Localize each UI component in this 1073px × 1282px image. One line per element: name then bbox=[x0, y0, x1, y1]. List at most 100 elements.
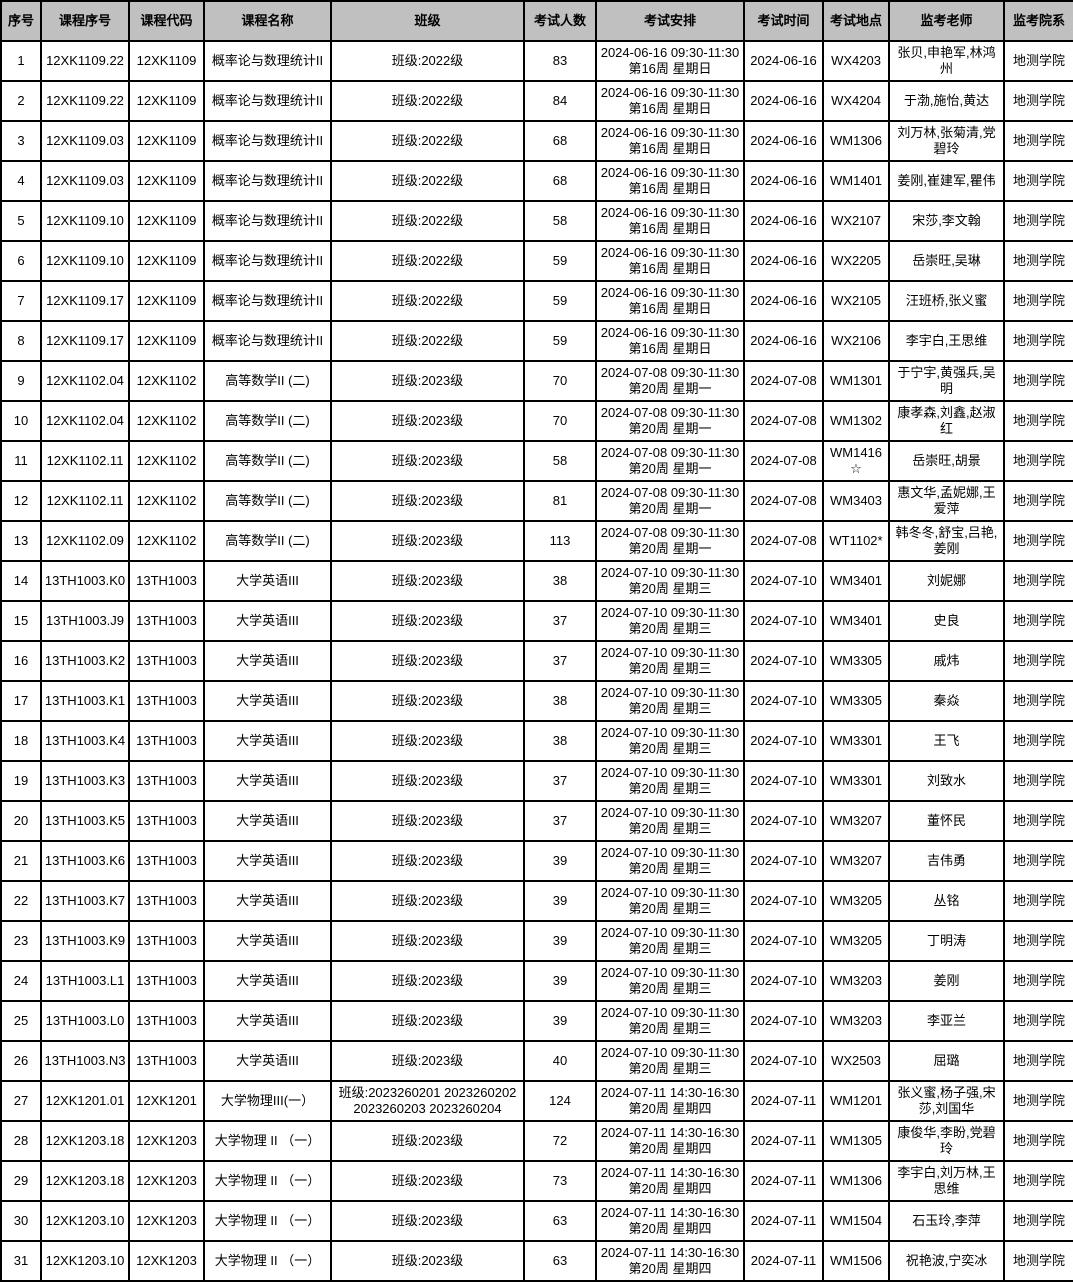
cell-seq: 17 bbox=[0, 680, 42, 722]
cell-exam-schedule: 2024-06-16 09:30-11:30 第16周 星期日 bbox=[595, 200, 745, 242]
column-header-exam-location: 考试地点 bbox=[822, 0, 890, 42]
cell-class-name: 班级:2023级 bbox=[330, 440, 525, 482]
cell-exam-location: WM1506 bbox=[822, 1240, 890, 1282]
cell-exam-location: WX2107 bbox=[822, 200, 890, 242]
cell-exam-schedule: 2024-07-10 09:30-11:30 第20周 星期三 bbox=[595, 880, 745, 922]
table-row: 2 12XK1109.22 12XK1109 概率论与数理统计II 班级:2022级 84… bbox=[0, 80, 1073, 122]
cell-exam-schedule: 2024-07-11 14:30-16:30 第20周 星期四 bbox=[595, 1080, 745, 1122]
cell-exam-schedule: 2024-07-08 09:30-11:30 第20周 星期一 bbox=[595, 440, 745, 482]
cell-seq: 11 bbox=[0, 440, 42, 482]
column-header-exam-date: 考试时间 bbox=[743, 0, 824, 42]
cell-exam-location: WM1201 bbox=[822, 1080, 890, 1122]
cell-course-name: 高等数学II (二) bbox=[203, 480, 332, 522]
cell-exam-count: 38 bbox=[523, 680, 597, 722]
cell-exam-location: WM3207 bbox=[822, 800, 890, 842]
cell-exam-location: WM1416☆ bbox=[822, 440, 890, 482]
cell-exam-location: WX2205 bbox=[822, 240, 890, 282]
cell-exam-count: 70 bbox=[523, 400, 597, 442]
cell-exam-count: 39 bbox=[523, 1000, 597, 1042]
cell-invigilators: 韩冬冬,舒宝,吕艳,姜刚 bbox=[888, 520, 1005, 562]
cell-exam-count: 59 bbox=[523, 240, 597, 282]
cell-exam-schedule: 2024-07-10 09:30-11:30 第20周 星期三 bbox=[595, 640, 745, 682]
cell-course-code: 13TH1003 bbox=[128, 920, 205, 962]
cell-exam-count: 68 bbox=[523, 160, 597, 202]
cell-exam-schedule: 2024-07-11 14:30-16:30 第20周 星期四 bbox=[595, 1160, 745, 1202]
cell-seq: 23 bbox=[0, 920, 42, 962]
cell-exam-count: 59 bbox=[523, 320, 597, 362]
cell-course-code: 12XK1109 bbox=[128, 200, 205, 242]
cell-department: 地测学院 bbox=[1003, 920, 1073, 962]
cell-class-name: 班级:2023级 bbox=[330, 1000, 525, 1042]
cell-course-name: 大学英语III bbox=[203, 1040, 332, 1082]
cell-course-code: 12XK1203 bbox=[128, 1200, 205, 1242]
cell-invigilators: 姜刚 bbox=[888, 960, 1005, 1002]
cell-course-seq: 12XK1109.22 bbox=[40, 80, 130, 122]
table-row: 8 12XK1109.17 12XK1109 概率论与数理统计II 班级:2022级 59… bbox=[0, 320, 1073, 362]
cell-invigilators: 石玉玲,李萍 bbox=[888, 1200, 1005, 1242]
cell-department: 地测学院 bbox=[1003, 720, 1073, 762]
cell-department: 地测学院 bbox=[1003, 160, 1073, 202]
cell-exam-schedule: 2024-07-10 09:30-11:30 第20周 星期三 bbox=[595, 920, 745, 962]
cell-course-name: 大学物理 II （一） bbox=[203, 1200, 332, 1242]
cell-invigilators: 于宁宇,黄强兵,吴明 bbox=[888, 360, 1005, 402]
cell-exam-location: WX2106 bbox=[822, 320, 890, 362]
cell-exam-location: WM1305 bbox=[822, 1120, 890, 1162]
cell-invigilators: 史良 bbox=[888, 600, 1005, 642]
cell-course-name: 概率论与数理统计II bbox=[203, 80, 332, 122]
cell-department: 地测学院 bbox=[1003, 600, 1073, 642]
cell-exam-count: 37 bbox=[523, 600, 597, 642]
cell-department: 地测学院 bbox=[1003, 960, 1073, 1002]
table-row: 6 12XK1109.10 12XK1109 概率论与数理统计II 班级:2022级 59… bbox=[0, 240, 1073, 282]
cell-exam-location: WM1306 bbox=[822, 1160, 890, 1202]
cell-exam-schedule: 2024-07-10 09:30-11:30 第20周 星期三 bbox=[595, 720, 745, 762]
cell-exam-count: 39 bbox=[523, 880, 597, 922]
cell-seq: 3 bbox=[0, 120, 42, 162]
cell-invigilators: 岳崇旺,胡景 bbox=[888, 440, 1005, 482]
cell-class-name: 班级:2023级 bbox=[330, 840, 525, 882]
table-row: 14 13TH1003.K0 13TH1003 大学英语III 班级:2023级 38 20… bbox=[0, 560, 1073, 602]
column-header-invigilators: 监考老师 bbox=[888, 0, 1005, 42]
cell-seq: 25 bbox=[0, 1000, 42, 1042]
table-row: 12 12XK1102.11 12XK1102 高等数学II (二) 班级:2023级 8… bbox=[0, 480, 1073, 522]
cell-course-seq: 12XK1109.03 bbox=[40, 160, 130, 202]
cell-course-name: 大学英语III bbox=[203, 720, 332, 762]
cell-department: 地测学院 bbox=[1003, 400, 1073, 442]
cell-exam-location: WM1301 bbox=[822, 360, 890, 402]
cell-exam-count: 38 bbox=[523, 560, 597, 602]
cell-seq: 30 bbox=[0, 1200, 42, 1242]
cell-department: 地测学院 bbox=[1003, 320, 1073, 362]
cell-course-code: 13TH1003 bbox=[128, 720, 205, 762]
cell-exam-date: 2024-07-11 bbox=[743, 1080, 824, 1122]
cell-department: 地测学院 bbox=[1003, 240, 1073, 282]
cell-exam-location: WM3305 bbox=[822, 640, 890, 682]
cell-exam-date: 2024-07-10 bbox=[743, 960, 824, 1002]
cell-department: 地测学院 bbox=[1003, 1040, 1073, 1082]
table-row: 26 13TH1003.N3 13TH1003 大学英语III 班级:2023级 40 20… bbox=[0, 1040, 1073, 1082]
cell-exam-date: 2024-06-16 bbox=[743, 240, 824, 282]
cell-class-name: 班级:2023级 bbox=[330, 1240, 525, 1282]
cell-exam-location: WM1306 bbox=[822, 120, 890, 162]
cell-course-seq: 12XK1109.10 bbox=[40, 240, 130, 282]
cell-exam-schedule: 2024-07-08 09:30-11:30 第20周 星期一 bbox=[595, 400, 745, 442]
cell-course-code: 13TH1003 bbox=[128, 640, 205, 682]
cell-invigilators: 李宇白,刘万林,王思维 bbox=[888, 1160, 1005, 1202]
cell-exam-location: WX2503 bbox=[822, 1040, 890, 1082]
cell-seq: 18 bbox=[0, 720, 42, 762]
cell-invigilators: 祝艳波,宁奕冰 bbox=[888, 1240, 1005, 1282]
cell-course-code: 13TH1003 bbox=[128, 760, 205, 802]
cell-seq: 27 bbox=[0, 1080, 42, 1122]
table-row: 21 13TH1003.K6 13TH1003 大学英语III 班级:2023级 39 20… bbox=[0, 840, 1073, 882]
cell-course-seq: 13TH1003.K2 bbox=[40, 640, 130, 682]
cell-course-seq: 13TH1003.L0 bbox=[40, 1000, 130, 1042]
cell-invigilators: 刘妮娜 bbox=[888, 560, 1005, 602]
cell-class-name: 班级:2023级 bbox=[330, 400, 525, 442]
cell-course-name: 大学英语III bbox=[203, 840, 332, 882]
table-row: 16 13TH1003.K2 13TH1003 大学英语III 班级:2023级 37 20… bbox=[0, 640, 1073, 682]
cell-exam-count: 58 bbox=[523, 200, 597, 242]
cell-exam-count: 73 bbox=[523, 1160, 597, 1202]
cell-invigilators: 张义蜜,杨子强,宋莎,刘国华 bbox=[888, 1080, 1005, 1122]
cell-exam-count: 59 bbox=[523, 280, 597, 322]
cell-class-name: 班级:2023级 bbox=[330, 600, 525, 642]
cell-exam-date: 2024-07-10 bbox=[743, 840, 824, 882]
table-row: 17 13TH1003.K1 13TH1003 大学英语III 班级:2023级 38 20… bbox=[0, 680, 1073, 722]
